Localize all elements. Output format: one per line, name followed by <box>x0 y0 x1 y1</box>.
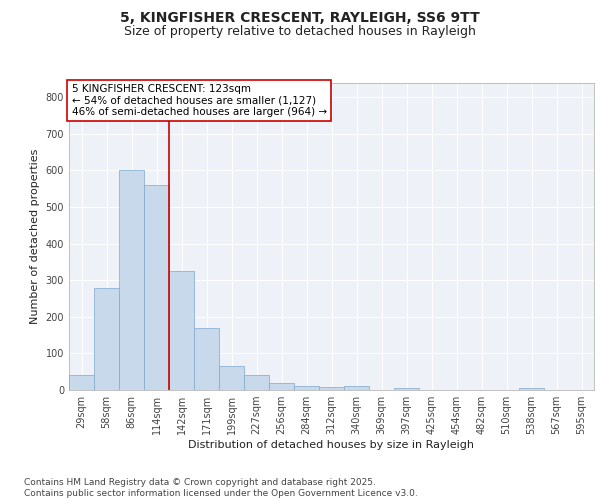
Bar <box>69 376 94 390</box>
Bar <box>394 388 419 390</box>
Bar <box>269 382 294 390</box>
Bar <box>219 366 244 390</box>
Y-axis label: Number of detached properties: Number of detached properties <box>30 148 40 324</box>
Bar <box>519 388 544 390</box>
Text: 5, KINGFISHER CRESCENT, RAYLEIGH, SS6 9TT: 5, KINGFISHER CRESCENT, RAYLEIGH, SS6 9T… <box>120 11 480 25</box>
Bar <box>119 170 144 390</box>
Bar <box>344 386 369 390</box>
Text: Contains HM Land Registry data © Crown copyright and database right 2025.
Contai: Contains HM Land Registry data © Crown c… <box>24 478 418 498</box>
Bar <box>194 328 219 390</box>
Bar <box>169 271 194 390</box>
X-axis label: Distribution of detached houses by size in Rayleigh: Distribution of detached houses by size … <box>188 440 475 450</box>
Bar <box>294 386 319 390</box>
Text: 5 KINGFISHER CRESCENT: 123sqm
← 54% of detached houses are smaller (1,127)
46% o: 5 KINGFISHER CRESCENT: 123sqm ← 54% of d… <box>71 84 327 117</box>
Text: Size of property relative to detached houses in Rayleigh: Size of property relative to detached ho… <box>124 25 476 38</box>
Bar <box>319 387 344 390</box>
Bar <box>144 185 169 390</box>
Bar <box>94 288 119 390</box>
Bar <box>244 376 269 390</box>
